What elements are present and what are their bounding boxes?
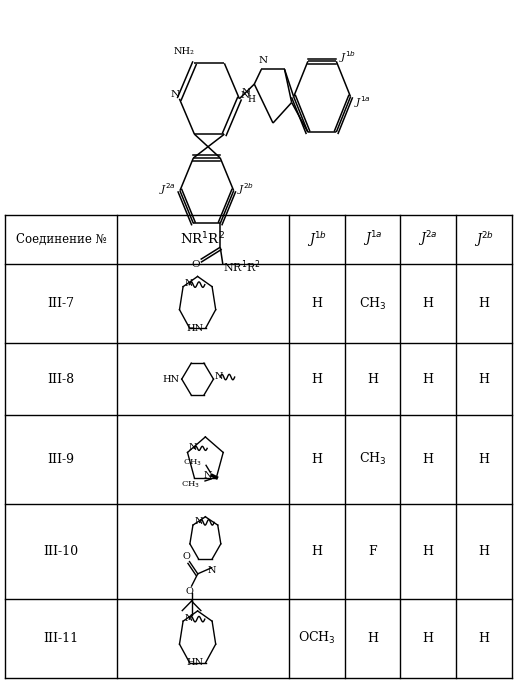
Text: N: N [171, 90, 180, 99]
Text: H: H [478, 545, 490, 558]
Text: H: H [423, 545, 434, 558]
Text: III-8: III-8 [48, 373, 74, 385]
Text: N: N [215, 372, 223, 381]
Text: HN: HN [186, 658, 203, 667]
Text: J$^{1a}$: J$^{1a}$ [363, 229, 382, 249]
Text: H: H [311, 545, 322, 558]
Text: J$^{1b}$: J$^{1b}$ [339, 49, 356, 65]
Text: H: H [423, 453, 434, 466]
Text: NH₂: NH₂ [174, 46, 194, 56]
Text: N: N [242, 89, 251, 97]
Text: III-9: III-9 [48, 453, 74, 466]
Text: N: N [185, 279, 193, 289]
Text: J$^{1b}$: J$^{1b}$ [307, 230, 327, 249]
Text: CH$_3$: CH$_3$ [181, 479, 200, 490]
Text: N: N [194, 517, 203, 526]
Text: H: H [423, 297, 434, 310]
Text: NR$^1$R$^2$: NR$^1$R$^2$ [180, 231, 225, 248]
Text: CH$_3$: CH$_3$ [359, 296, 386, 312]
Text: CH$_3$: CH$_3$ [359, 452, 386, 467]
Text: N: N [207, 566, 216, 575]
Text: III-11: III-11 [43, 631, 79, 645]
Text: N: N [204, 471, 212, 480]
Text: HN: HN [162, 375, 179, 383]
Text: H: H [423, 373, 434, 385]
Text: O: O [186, 588, 193, 597]
Text: F: F [368, 545, 377, 558]
Text: CH$_3$: CH$_3$ [183, 458, 202, 468]
Text: J$^{2a}$: J$^{2a}$ [159, 180, 175, 197]
Text: O: O [191, 260, 200, 270]
Text: H: H [478, 453, 490, 466]
Text: H: H [478, 297, 490, 310]
Text: O: O [183, 552, 191, 561]
Text: H: H [423, 631, 434, 645]
Text: J$^{2b}$: J$^{2b}$ [474, 230, 494, 249]
Text: H: H [247, 95, 255, 104]
Text: III-7: III-7 [48, 297, 74, 310]
Text: N: N [189, 443, 197, 452]
Text: N: N [258, 56, 267, 65]
Text: H: H [367, 631, 378, 645]
Text: N: N [185, 614, 193, 623]
Text: H: H [478, 373, 490, 385]
Text: NR$^1$R$^2$: NR$^1$R$^2$ [223, 259, 262, 275]
Text: H: H [478, 631, 490, 645]
Text: OCH$_3$: OCH$_3$ [298, 630, 336, 646]
Text: H: H [311, 453, 322, 466]
Text: H: H [367, 373, 378, 385]
Text: J$^{2b}$: J$^{2b}$ [237, 180, 253, 197]
Text: J$^{1a}$: J$^{1a}$ [354, 94, 370, 110]
Text: N: N [241, 91, 250, 100]
Text: HN: HN [186, 323, 203, 332]
Text: J$^{2a}$: J$^{2a}$ [418, 229, 438, 249]
Text: III-10: III-10 [43, 545, 79, 558]
Text: H: H [311, 297, 322, 310]
Text: H: H [311, 373, 322, 385]
Text: Соединение №: Соединение № [16, 233, 107, 246]
